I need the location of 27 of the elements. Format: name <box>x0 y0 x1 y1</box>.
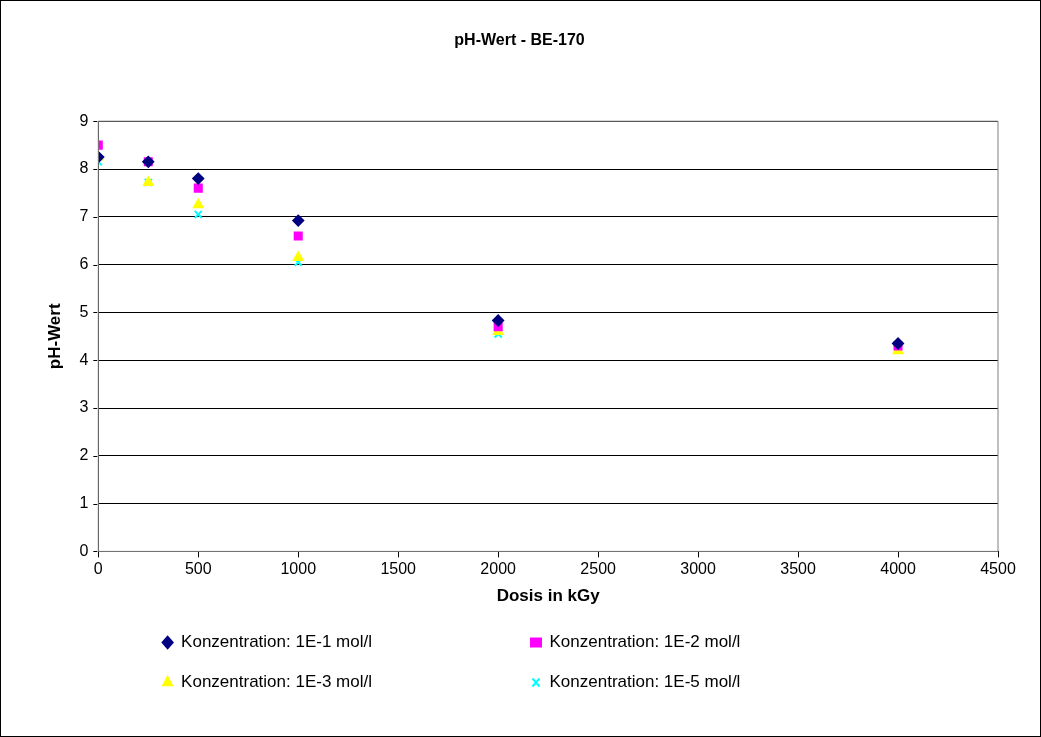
y-tick-label: 7 <box>79 207 89 225</box>
y-tick-label: 5 <box>79 302 89 320</box>
legend-label: Konzentration: 1E-2 mol/l <box>549 632 877 652</box>
legend-label: Konzentration: 1E-5 mol/l <box>549 672 877 692</box>
legend-label: Konzentration: 1E-1 mol/l <box>181 632 509 652</box>
chart-title: pH-Wert - BE-170 <box>454 31 585 49</box>
y-tick-label: 6 <box>79 255 89 273</box>
y-axis-title: pH-Wert <box>44 303 64 370</box>
y-tick-label: 8 <box>79 159 89 177</box>
x-tick-label: 3500 <box>780 560 816 578</box>
y-tick-label: 4 <box>79 350 89 368</box>
y-tick-label: 1 <box>79 494 89 512</box>
y-tick-label: 9 <box>79 111 89 129</box>
x-tick-label: 3000 <box>680 560 716 578</box>
x-tick-label: 4500 <box>980 560 1016 578</box>
x-tick-label: 2500 <box>580 560 617 578</box>
x-axis-title: Dosis in kGy <box>496 586 601 606</box>
x-tick-label: 4000 <box>880 560 916 578</box>
x-tick-label: 1000 <box>280 560 317 578</box>
y-tick-label: 0 <box>79 541 89 559</box>
y-tick-label: 2 <box>79 446 89 464</box>
x-tick-label: 0 <box>93 560 103 578</box>
x-tick-label: 2000 <box>480 560 517 578</box>
x-tick-label: 1500 <box>380 560 417 578</box>
y-tick-label: 3 <box>79 398 89 416</box>
x-tick-label: 500 <box>184 560 212 578</box>
legend-label: Konzentration: 1E-3 mol/l <box>181 672 509 692</box>
